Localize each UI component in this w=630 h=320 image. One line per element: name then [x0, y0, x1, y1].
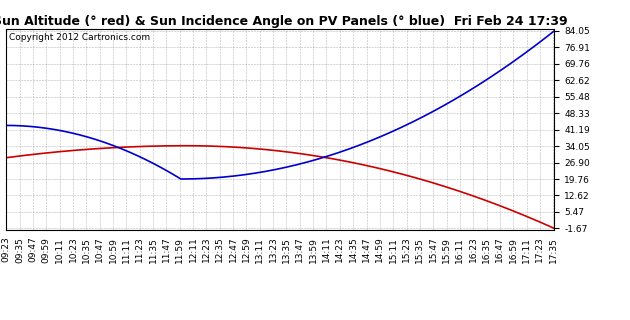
- Title: Sun Altitude (° red) & Sun Incidence Angle on PV Panels (° blue)  Fri Feb 24 17:: Sun Altitude (° red) & Sun Incidence Ang…: [0, 15, 568, 28]
- Text: Copyright 2012 Cartronics.com: Copyright 2012 Cartronics.com: [9, 33, 150, 42]
